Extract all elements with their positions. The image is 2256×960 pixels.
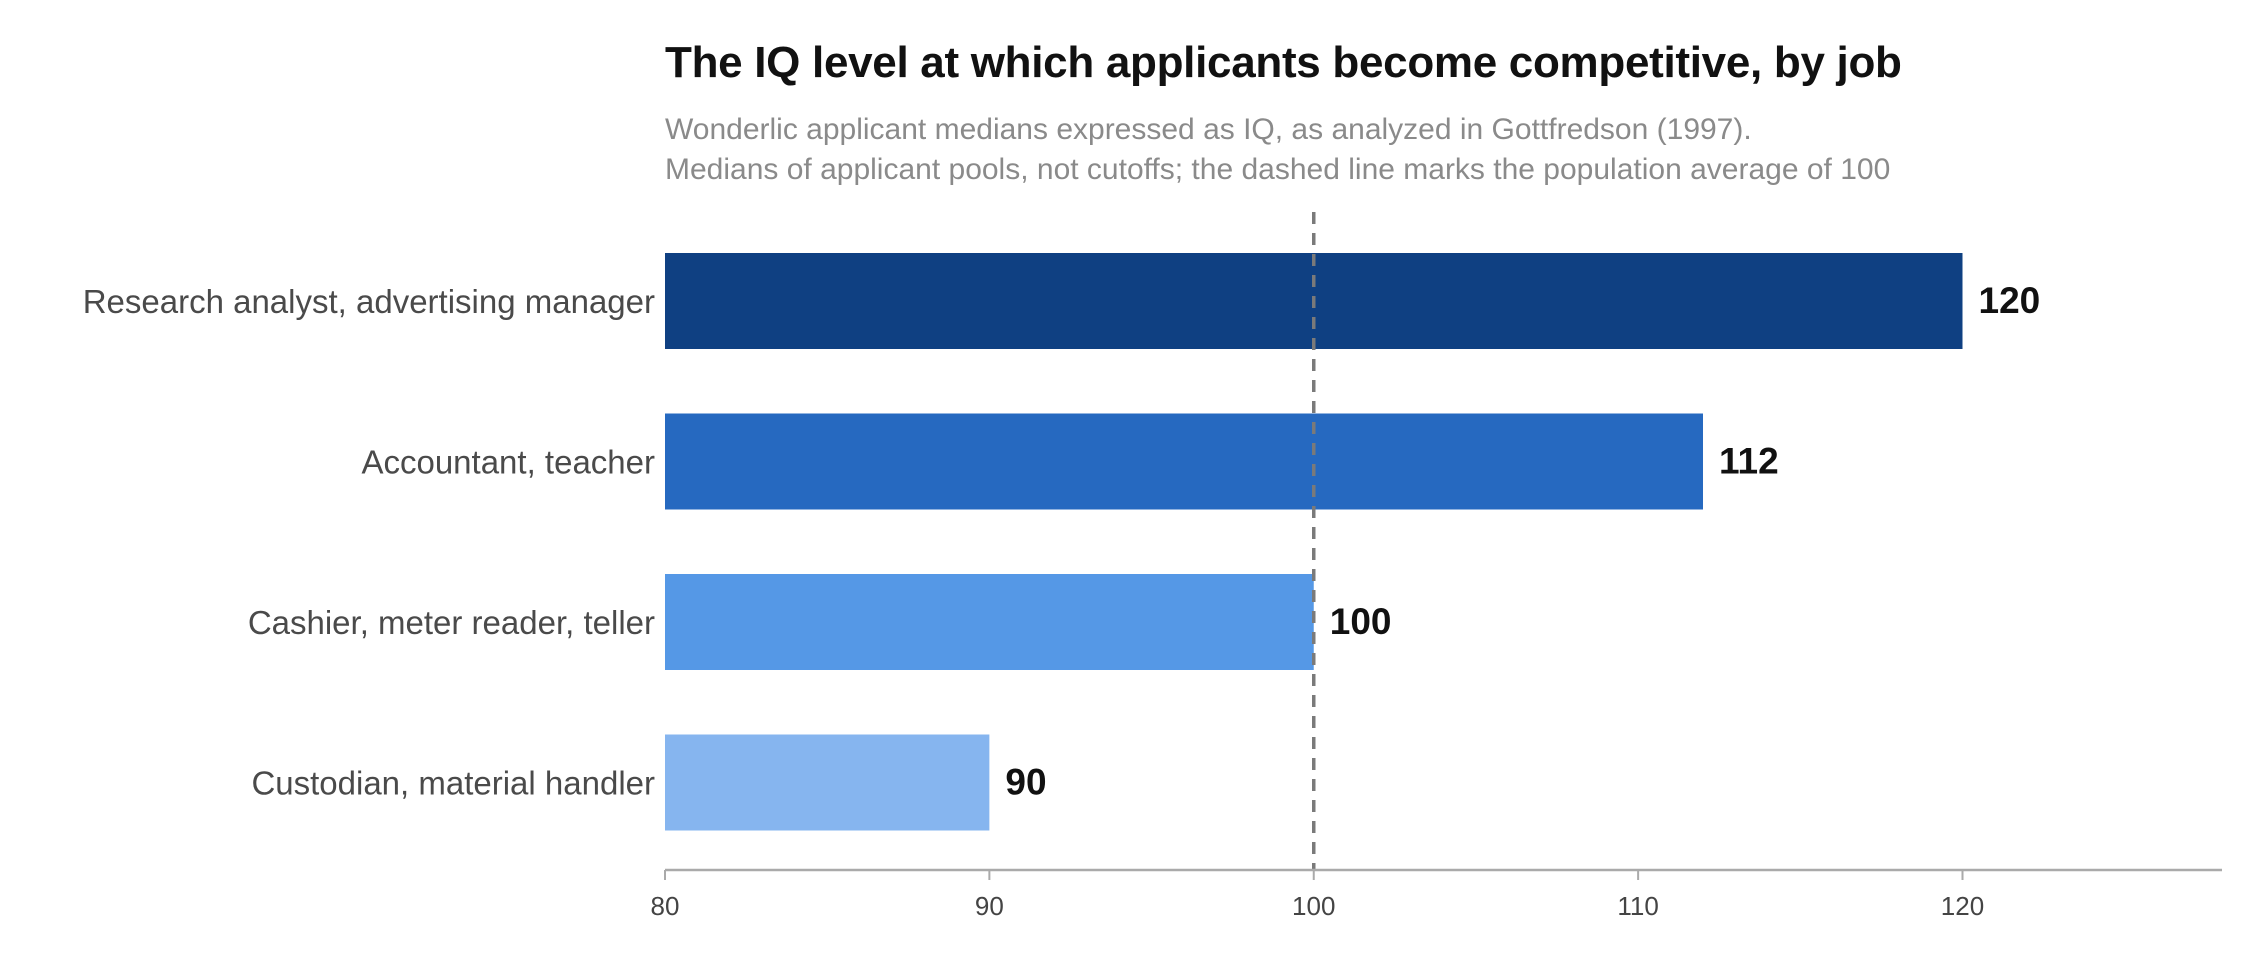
data-label: 112 [1719, 441, 1779, 482]
data-label: 120 [1979, 280, 2041, 321]
chart-subtitle-line-2: Medians of applicant pools, not cutoffs;… [665, 153, 1891, 186]
bar [665, 574, 1314, 670]
chart-subtitle: Wonderlic applicant medians expressed as… [665, 110, 1890, 190]
data-label: 100 [1330, 601, 1392, 642]
labels-layer: Research analyst, advertising manager 120… [83, 280, 2041, 803]
data-label: 90 [1005, 762, 1046, 803]
x-axis: 80 90 100 110 120 [651, 868, 2222, 921]
x-tick-label: 100 [1292, 891, 1335, 921]
chart-title: The IQ level at which applicants become … [665, 38, 1902, 87]
chart-subtitle-line-1: Wonderlic applicant medians expressed as… [665, 113, 1752, 146]
x-tick-label: 120 [1941, 891, 1984, 921]
x-tick-label: 90 [975, 891, 1004, 921]
x-tick-label: 110 [1617, 891, 1658, 921]
category-label: Research analyst, advertising manager [83, 283, 655, 320]
x-tick-label: 80 [651, 891, 680, 921]
bars-layer [665, 253, 1963, 831]
category-label: Custodian, material handler [251, 765, 655, 802]
bar [665, 734, 990, 831]
category-label: Accountant, teacher [361, 444, 655, 481]
category-label: Cashier, meter reader, teller [248, 604, 655, 641]
bar [665, 413, 1703, 510]
